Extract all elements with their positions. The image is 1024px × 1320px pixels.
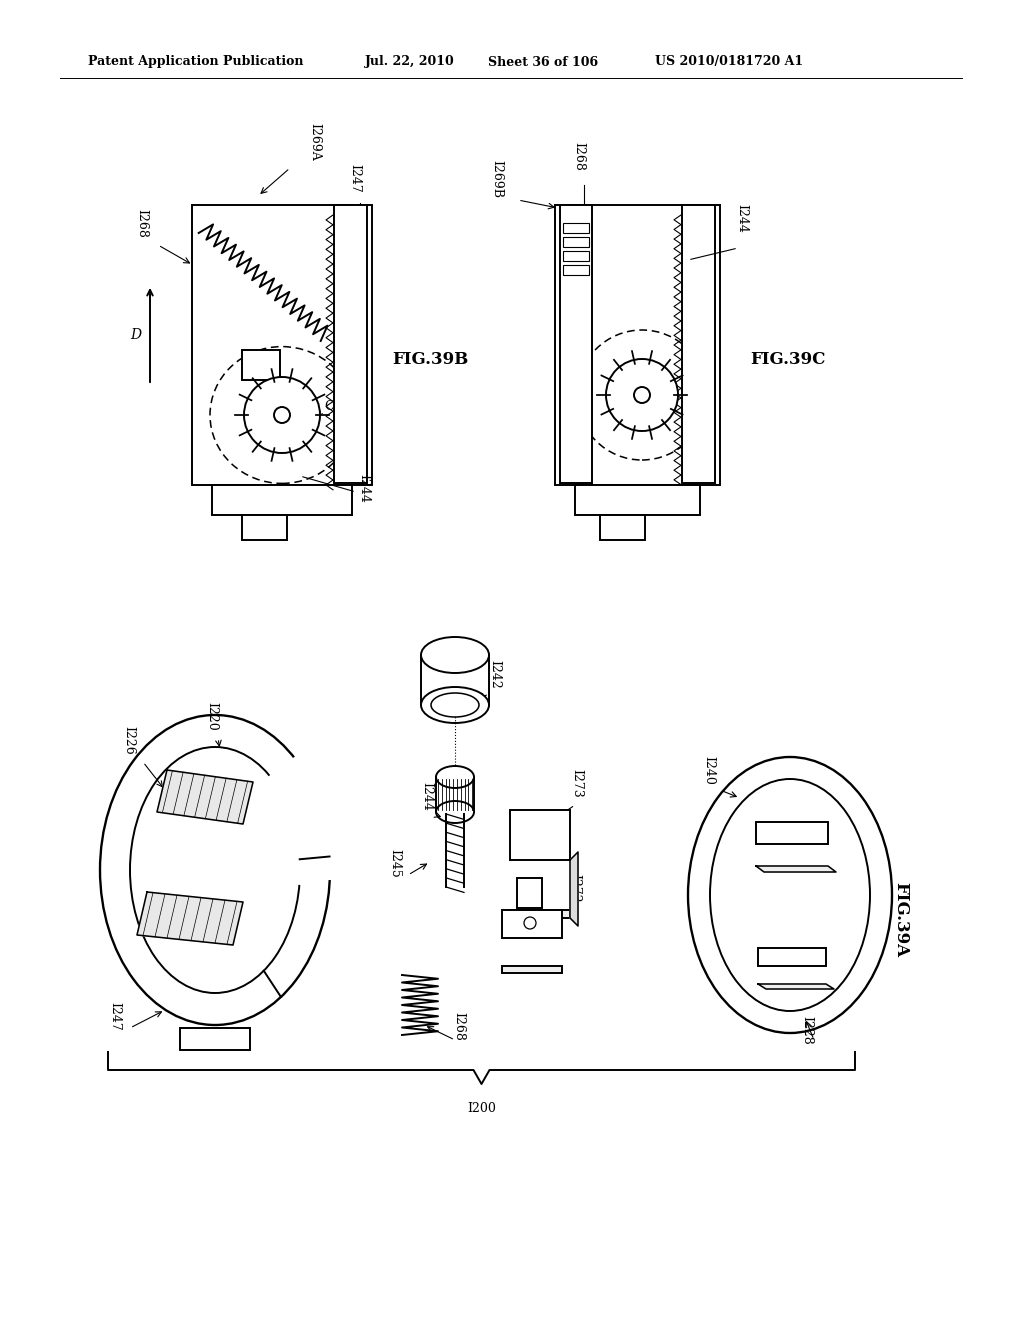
Bar [560,205,592,483]
Bar [756,822,828,843]
Bar [563,223,589,234]
Text: I272: I272 [568,874,581,903]
Polygon shape [756,866,836,873]
Text: Patent Application Publication: Patent Application Publication [88,55,303,69]
Bar [193,205,372,484]
Text: I273: I273 [570,770,583,799]
Bar [517,878,542,908]
Bar [212,484,352,515]
Circle shape [524,917,536,929]
Circle shape [606,359,678,432]
Text: D: D [130,327,141,342]
Bar [180,1028,250,1049]
Text: I269A: I269A [308,123,321,161]
Bar [242,350,280,380]
Ellipse shape [421,638,489,673]
Circle shape [244,378,319,453]
Ellipse shape [688,756,892,1034]
Text: I268: I268 [452,1012,465,1041]
Text: I226: I226 [122,726,135,755]
Bar [682,205,715,483]
Text: I269B: I269B [490,160,503,198]
Polygon shape [570,851,578,927]
Ellipse shape [130,747,300,993]
Polygon shape [157,770,253,824]
Bar [758,948,826,966]
Polygon shape [758,983,834,989]
Ellipse shape [431,693,479,717]
Bar [563,265,589,275]
Bar [334,205,367,483]
Bar [575,484,700,515]
Text: I244: I244 [420,783,433,810]
Text: I220: I220 [205,702,218,731]
Ellipse shape [210,347,354,483]
Text: I247: I247 [348,164,361,193]
Text: I242: I242 [488,660,501,689]
Text: FIG.39C: FIG.39C [750,351,825,368]
Text: I268: I268 [135,209,148,238]
Text: C: C [324,400,334,413]
Circle shape [274,407,290,422]
Ellipse shape [436,801,474,822]
Text: US 2010/0181720 A1: US 2010/0181720 A1 [655,55,803,69]
Text: FIG.39B: FIG.39B [392,351,468,368]
Text: I244: I244 [357,474,370,503]
Bar [510,810,570,861]
Bar [502,909,562,939]
Ellipse shape [436,766,474,788]
Text: FIG.39A: FIG.39A [892,883,909,957]
Circle shape [634,387,650,403]
Text: Jul. 22, 2010: Jul. 22, 2010 [365,55,455,69]
Bar [563,251,589,261]
Ellipse shape [421,686,489,723]
Ellipse shape [710,779,870,1011]
Text: I240: I240 [702,756,715,785]
Bar [242,515,287,540]
Ellipse shape [577,330,707,459]
Text: Sheet 36 of 106: Sheet 36 of 106 [488,55,598,69]
Bar [563,238,589,247]
Bar [600,515,645,540]
Text: I244: I244 [735,205,748,234]
Polygon shape [137,892,243,945]
Bar [502,966,562,973]
Bar [510,909,570,917]
Text: I245: I245 [388,849,401,878]
Text: I247: I247 [108,1002,121,1031]
Bar [555,205,720,484]
Text: I268: I268 [572,143,585,172]
Ellipse shape [100,715,330,1026]
Text: I200: I200 [467,1101,496,1114]
Text: I228: I228 [800,1016,813,1045]
